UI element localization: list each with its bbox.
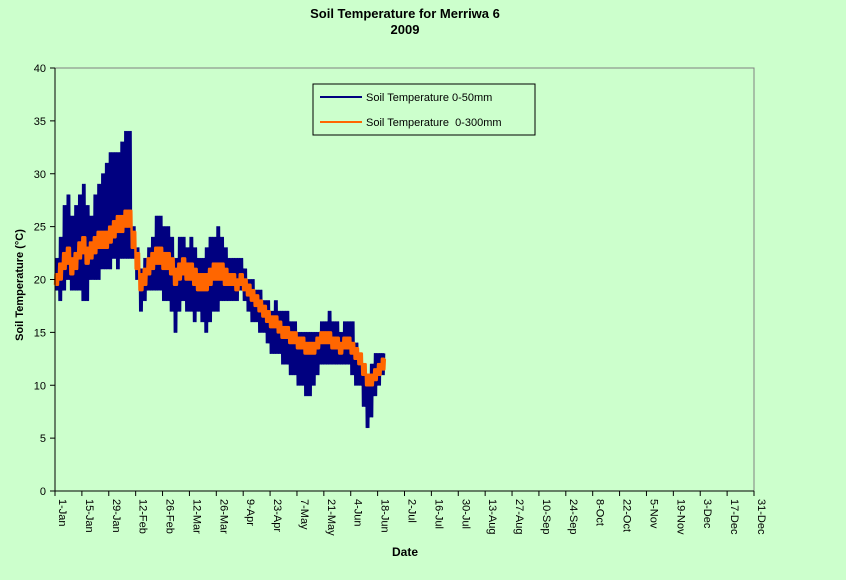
x-tick-label: 30-Jul xyxy=(459,499,471,529)
x-axis-title: Date xyxy=(392,545,418,559)
y-tick-label: 0 xyxy=(40,486,46,498)
legend-label-0-300mm: Soil Temperature 0-300mm xyxy=(366,117,502,129)
y-tick-label: 15 xyxy=(34,327,46,339)
x-tick-label: 22-Oct xyxy=(621,499,633,532)
x-tick-label: 17-Dec xyxy=(728,499,740,535)
y-tick-label: 40 xyxy=(34,63,46,75)
x-tick-label: 24-Sep xyxy=(567,499,579,534)
x-tick-label: 2-Jul xyxy=(406,499,418,523)
x-tick-label: 18-Jun xyxy=(379,499,391,533)
x-tick-label: 4-Jun xyxy=(352,499,364,527)
series-layer xyxy=(53,130,387,429)
x-tick-label: 23-Apr xyxy=(271,499,283,532)
y-tick-label: 35 xyxy=(34,116,46,128)
x-tick-label: 29-Jan xyxy=(110,499,122,533)
x-tick-label: 15-Jan xyxy=(83,499,95,533)
legend-box xyxy=(312,83,536,136)
x-tick-label: 10-Sep xyxy=(540,499,552,534)
x-tick-label: 5-Nov xyxy=(647,499,659,529)
x-tick-label: 1-Jan xyxy=(56,499,68,527)
x-tick-label: 13-Aug xyxy=(486,499,498,534)
y-tick-label: 25 xyxy=(34,222,46,234)
legend: Soil Temperature 0-50mm Soil Temperature… xyxy=(312,83,536,136)
x-tick-label: 31-Dec xyxy=(755,499,767,535)
x-tick-label: 8-Oct xyxy=(594,499,606,526)
x-tick-label: 21-May xyxy=(325,499,337,536)
x-tick-label: 12-Mar xyxy=(190,499,202,534)
x-tick-label: 9-Apr xyxy=(244,499,256,526)
x-tick-label: 26-Mar xyxy=(217,499,229,534)
chart-title: Soil Temperature for Merriwa 6 xyxy=(310,6,500,21)
axes-layer: 0 5 10 15 20 25 30 35 40 1-Jan 15-Jan 29-Jan 12-Feb 2… xyxy=(34,63,767,536)
series-line-0-300mm xyxy=(53,209,387,387)
x-tick-label: 16-Jul xyxy=(432,499,444,529)
y-tick-label: 10 xyxy=(34,380,46,392)
y-tick-label: 30 xyxy=(34,169,46,181)
x-tick-label: 12-Feb xyxy=(137,499,149,534)
x-tick-label: 26-Feb xyxy=(164,499,176,534)
legend-label-0-50mm: Soil Temperature 0-50mm xyxy=(366,92,492,104)
x-tick-label: 27-Aug xyxy=(513,499,525,534)
x-tick-label: 7-May xyxy=(298,499,310,530)
x-tick-label: 19-Nov xyxy=(674,499,686,535)
y-axis-title: Soil Temperature (°C) xyxy=(14,229,26,341)
chart-subtitle: 2009 xyxy=(391,22,420,37)
y-tick-label: 5 xyxy=(40,433,46,445)
x-tick-label: 3-Dec xyxy=(701,499,713,529)
y-tick-label: 20 xyxy=(34,275,46,287)
